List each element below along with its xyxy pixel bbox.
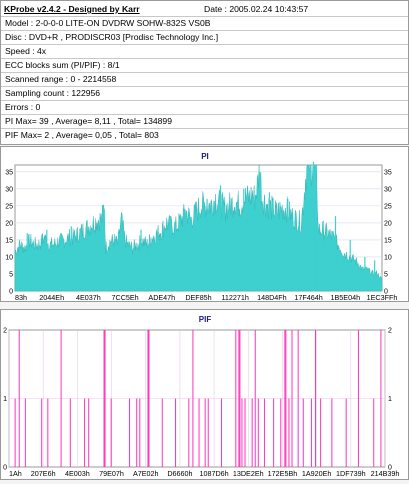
pif-chart-title: PIF [199, 315, 212, 324]
pi-series-area [14, 164, 383, 292]
pif-x-tick-label: 13DE2Eh [233, 469, 264, 478]
pi-y-tick-label-left: 25 [5, 203, 13, 210]
pi-y-tick-label-right: 5 [384, 271, 388, 278]
pif-chart: PIF 0 0 1 1 2 2 1Ah 207E6h 4E003h 79E07h A7E02h D66… [3, 315, 400, 478]
pi-chart-panel: PI 0 0 5 5 10 10 15 15 20 20 25 25 30 30 35 35 83h 2044Eh… [0, 146, 409, 302]
pi-y-tick-label-left: 15 [5, 237, 13, 244]
pi-y-tick-label-left: 0 [9, 289, 13, 296]
pi-x-tick-label: 112271h [221, 293, 248, 301]
pif-x-tick-label: 1A920Eh [302, 469, 332, 478]
pi-y-tick-label-right: 35 [384, 169, 392, 176]
separator [1, 44, 408, 45]
pi-x-tick-label: DEF85h [185, 293, 211, 301]
pif-x-tick-label: 207E6h [31, 469, 56, 478]
pi-x-tick-label: 148D4Fh [257, 293, 287, 301]
separator [1, 128, 408, 129]
pi-x-tick-label: 7CC5Eh [112, 293, 139, 301]
separator [1, 30, 408, 31]
pif-y-tick-label-left: 1 [3, 396, 7, 403]
separator [1, 86, 408, 87]
info-pi-stats: PI Max= 39 , Average= 8,11 , Total= 1348… [5, 116, 172, 126]
pif-x-tick-label: 1DF739h [336, 469, 366, 478]
pif-x-tick-label: 214B39h [371, 469, 400, 478]
pif-y-tick-label-right: 2 [388, 328, 392, 335]
info-errors: Errors : 0 [5, 102, 41, 112]
separator [1, 16, 408, 17]
pif-x-tick-label: 4E003h [65, 469, 90, 478]
info-panel: KProbe v2.4.2 - Designed by Karr Date : … [0, 0, 409, 145]
pi-y-tick-label-left: 35 [5, 169, 13, 176]
pi-x-tick-label: 17F464h [294, 293, 322, 301]
pif-y-tick-label-right: 0 [388, 465, 392, 472]
separator [1, 58, 408, 59]
pif-x-tick-label: D6660h [167, 469, 192, 478]
pi-y-tick-label-right: 20 [384, 220, 392, 227]
pi-x-tick-label: 1EC3FFh [367, 293, 398, 301]
info-model: Model : 2-0-0-0 LITE-ON DVDRW SOHW-832S … [5, 18, 211, 28]
pif-x-tick-label: 79E07h [99, 469, 124, 478]
pif-y-tick-label-left: 2 [3, 328, 7, 335]
pi-x-tick-label: ADE47h [148, 293, 175, 301]
pif-y-tick-label-right: 1 [388, 396, 392, 403]
separator [1, 100, 408, 101]
pif-chart-panel: PIF 0 0 1 1 2 2 1Ah 207E6h 4E003h 79E07h A7E02h D66… [0, 309, 409, 480]
info-sampling-count: Sampling count : 122956 [5, 88, 101, 98]
scan-date: Date : 2005.02.24 10:43:57 [204, 4, 309, 14]
pi-chart-title: PI [201, 152, 209, 161]
pi-y-tick-label-left: 5 [9, 271, 13, 278]
pi-y-tick-label-left: 20 [5, 220, 13, 227]
pi-x-tick-label: 1B5E04h [331, 293, 361, 301]
pif-x-tick-label: 1Ah [9, 469, 22, 478]
pi-y-tick-label-left: 10 [5, 254, 13, 261]
separator [1, 114, 408, 115]
pi-y-tick-label-left: 30 [5, 186, 13, 193]
pi-x-tick-label: 83h [15, 293, 27, 301]
pi-x-tick-label: 2044Eh [39, 293, 64, 301]
info-pif-stats: PIF Max= 2 , Average= 0,05 , Total= 803 [5, 130, 159, 140]
pif-y-tick-label-left: 0 [3, 465, 7, 472]
separator [1, 72, 408, 73]
pi-chart: PI 0 0 5 5 10 10 15 15 20 20 25 25 30 30 35 35 83h 2044Eh… [5, 152, 398, 302]
pi-y-tick-label-right: 0 [384, 289, 388, 296]
pi-y-tick-label-right: 25 [384, 203, 392, 210]
pif-x-tick-label: 1087D6h [199, 469, 228, 478]
pi-y-tick-label-right: 30 [384, 186, 392, 193]
pif-x-tick-label: 172E5Bh [268, 469, 298, 478]
pi-y-tick-label-right: 10 [384, 254, 392, 261]
pi-x-tick-label: 4E037h [76, 293, 101, 301]
info-scanned-range: Scanned range : 0 - 2214558 [5, 74, 117, 84]
app-title: KProbe v2.4.2 - Designed by Karr [4, 4, 140, 14]
info-speed: Speed : 4x [5, 46, 47, 56]
info-disc: Disc : DVD+R , PRODISCR03 [Prodisc Techn… [5, 32, 219, 42]
pif-x-tick-label: A7E02h [133, 469, 159, 478]
pi-y-tick-label-right: 15 [384, 237, 392, 244]
info-ecc-blocks: ECC blocks sum (PI/PIF) : 8/1 [5, 60, 120, 70]
